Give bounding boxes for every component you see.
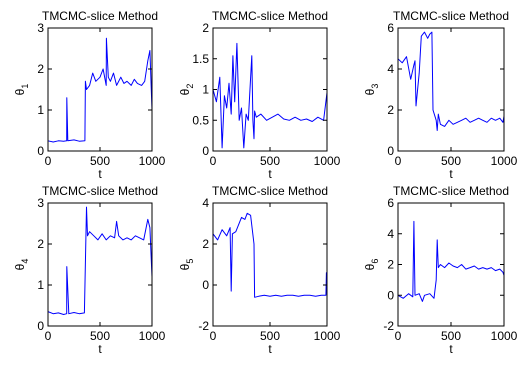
y-tick-label: 4 [202,196,209,210]
x-axis-label: t [268,167,272,181]
y-tick-label: -2 [198,319,209,333]
y-axis-label-subscript: 3 [370,84,380,89]
y-tick-label: 1 [202,83,209,97]
subplot-title: TMCMC-slice Method [212,184,328,198]
x-axis-label: t [449,167,453,181]
y-tick-label: 2 [37,62,44,76]
x-tick-label: 1000 [491,154,518,168]
y-axis-label: θ5 [178,259,195,271]
y-tick-label: 6 [387,21,394,35]
x-tick-label: 0 [395,329,402,343]
x-tick-label: 0 [210,329,217,343]
y-axis-label-symbol: θ [178,88,192,95]
y-tick-label: 1.5 [192,52,209,66]
y-tick-label: 0.5 [192,113,209,127]
y-tick-label: 0 [37,319,44,333]
x-tick-label: 0 [45,329,52,343]
subplot-4: TMCMC-slice Method 0 500 1000 0 1 2 3 t θ4 [13,184,166,356]
y-axis-label-subscript: 2 [185,84,195,89]
x-tick-label: 0 [45,154,52,168]
x-tick-label: 500 [260,154,280,168]
y-axis-label-symbol: θ [13,88,27,95]
y-axis-label-subscript: 6 [370,259,380,264]
y-axis-label-symbol: θ [363,88,377,95]
x-axis-label: t [268,342,272,356]
y-tick-label: 0 [387,288,394,302]
x-tick-label: 500 [90,329,110,343]
y-axis-label: θ1 [13,84,30,96]
y-tick-label: 2 [202,21,209,35]
x-tick-label: 500 [90,154,110,168]
subplot-title: TMCMC-slice Method [393,9,509,23]
y-tick-label: 3 [37,21,44,35]
x-tick-label: 1000 [139,329,166,343]
x-tick-label: 500 [260,329,280,343]
x-tick-label: 1000 [314,154,341,168]
x-tick-label: 0 [395,154,402,168]
y-axis-label-subscript: 4 [20,259,30,264]
x-tick-label: 1000 [314,329,341,343]
y-axis-label-symbol: θ [178,263,192,270]
x-axis-label: t [98,167,102,181]
trace-line [47,37,153,143]
y-axis-label: θ2 [178,84,195,96]
x-tick-label: 0 [210,154,217,168]
x-axis-label: t [98,342,102,356]
y-tick-label: 0 [202,144,209,158]
y-tick-label: 2 [387,103,394,117]
y-tick-label: 6 [387,196,394,210]
y-axis-label: θ3 [363,84,380,96]
trace-line [212,42,328,149]
y-tick-label: 4 [387,227,394,241]
y-tick-label: 0 [387,144,394,158]
trace-line [397,31,505,131]
y-axis-label-subscript: 1 [20,84,30,89]
y-axis-label-symbol: θ [363,263,377,270]
subplot-title: TMCMC-slice Method [42,184,158,198]
y-axis-label: θ4 [13,259,30,271]
y-tick-label: 1 [37,278,44,292]
subplot-title: TMCMC-slice Method [212,9,328,23]
y-tick-label: 2 [387,258,394,272]
subplot-title: TMCMC-slice Method [393,184,509,198]
y-axis-label: θ6 [363,259,380,271]
y-tick-label: 4 [387,62,394,76]
x-tick-label: 1000 [139,154,166,168]
trace-line [47,206,153,315]
y-tick-label: 2 [37,237,44,251]
y-tick-label: 3 [37,196,44,210]
subplot-title: TMCMC-slice Method [42,9,158,23]
y-tick-label: 0 [37,144,44,158]
y-axis-label-symbol: θ [13,263,27,270]
subplot-3: TMCMC-slice Method 0 500 1000 0 2 4 6 t θ3 [363,9,518,181]
x-tick-label: 500 [441,329,461,343]
trace-line [397,220,505,302]
y-tick-label: 1 [37,103,44,117]
x-axis-label: t [449,342,453,356]
x-tick-label: 1000 [491,329,518,343]
y-tick-label: -2 [383,319,394,333]
x-tick-label: 500 [441,154,461,168]
y-tick-label: 0 [202,278,209,292]
trace-line [212,212,328,298]
y-tick-label: 2 [202,237,209,251]
y-axis-label-subscript: 5 [185,259,195,264]
